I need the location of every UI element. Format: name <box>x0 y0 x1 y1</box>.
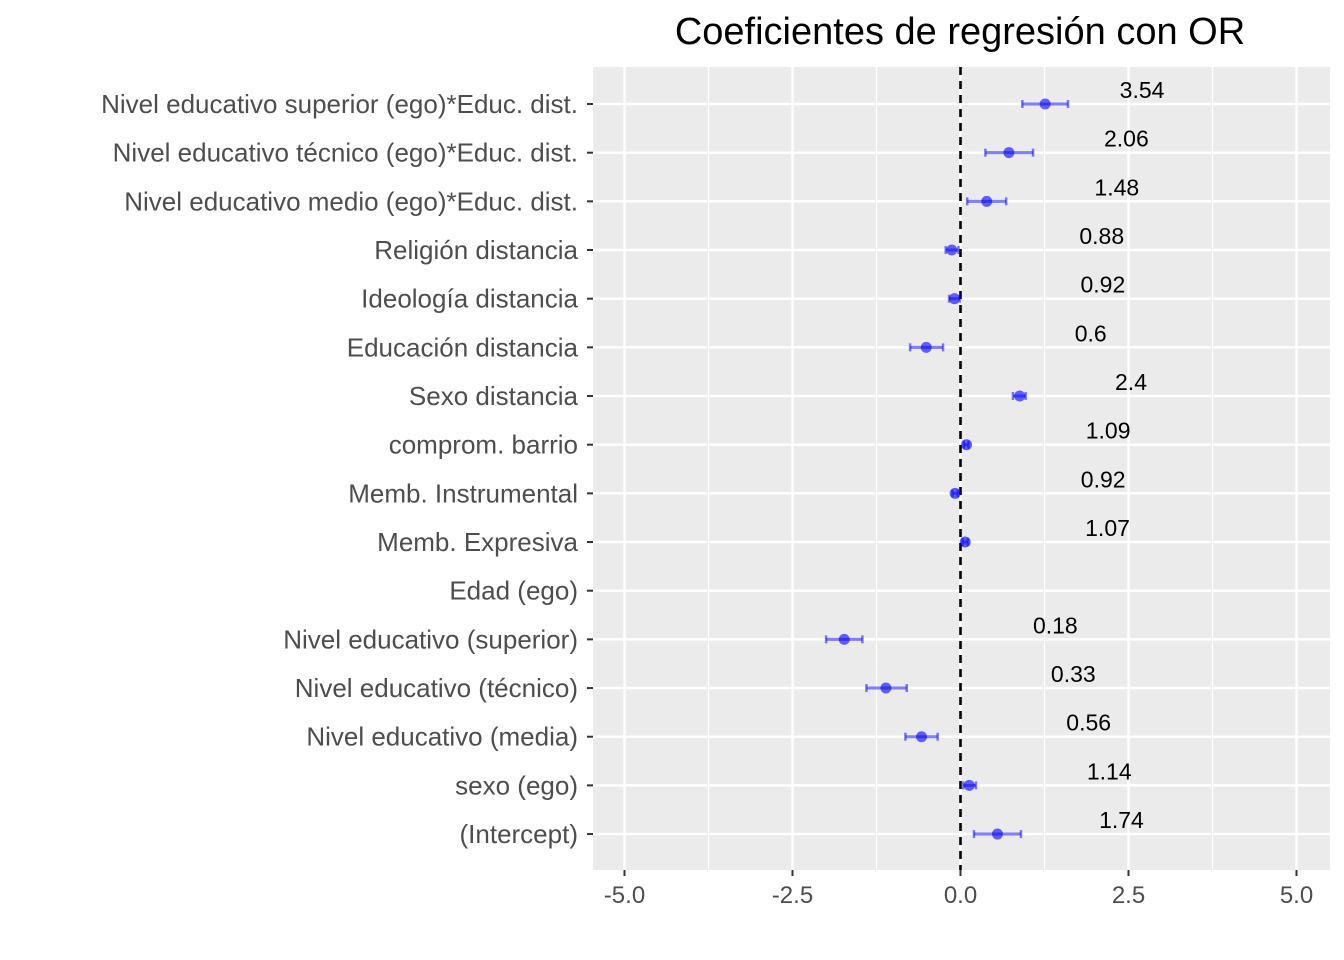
y-tick-label: Religión distancia <box>374 235 578 265</box>
coefficient-point <box>991 828 1003 840</box>
or-label: 0.88 <box>1079 223 1124 249</box>
coefficient-point <box>961 439 973 451</box>
x-tick-label: -2.5 <box>772 882 813 909</box>
or-label: 0.18 <box>1033 612 1078 638</box>
y-tick-label: Edad (ego) <box>449 576 578 606</box>
coefficient-point <box>1003 147 1015 159</box>
coefficient-point <box>920 341 932 353</box>
coefficient-point <box>1039 98 1051 110</box>
coefficient-point <box>1014 390 1026 402</box>
coefficient-point <box>880 682 892 694</box>
or-label: 0.6 <box>1075 320 1107 346</box>
or-label: 3.54 <box>1120 77 1165 103</box>
coefficient-point <box>916 731 928 743</box>
y-tick-label: comprom. barrio <box>389 430 578 460</box>
coefficient-point <box>838 633 850 645</box>
y-tick-label: Nivel educativo superior (ego)*Educ. dis… <box>101 89 578 119</box>
x-tick-label: 5.0 <box>1280 882 1313 909</box>
or-label: 2.4 <box>1115 369 1147 395</box>
coefficient-point <box>948 293 960 305</box>
x-tick-label: 2.5 <box>1112 882 1145 909</box>
or-label: 2.06 <box>1104 126 1149 152</box>
y-tick-label: Memb. Instrumental <box>348 478 578 508</box>
coefficient-point <box>949 487 961 499</box>
y-tick-label: (Intercept) <box>460 819 579 849</box>
or-label: 1.48 <box>1094 174 1139 200</box>
or-label: 0.92 <box>1081 272 1126 298</box>
or-labels: 3.54 2.06 1.48 0.88 0.92 0.6 2.4 1.09 0.92 1.07 0.… <box>1033 77 1165 833</box>
x-axis: -5.0 -2.5 0.0 2.5 5.0 <box>604 870 1313 909</box>
y-tick-label: Nivel educativo (superior) <box>283 624 578 654</box>
y-tick-label: Nivel educativo (técnico) <box>295 673 578 703</box>
or-label: 1.07 <box>1085 515 1130 541</box>
y-tick-label: Sexo distancia <box>409 381 579 411</box>
coefficient-points <box>838 98 1051 840</box>
or-label: 0.56 <box>1066 710 1111 736</box>
or-label: 1.09 <box>1086 418 1131 444</box>
coefficient-point <box>959 536 971 548</box>
y-tick-label: Memb. Expresiva <box>377 527 578 557</box>
y-tick-label: sexo (ego) <box>455 770 578 800</box>
coefficient-point <box>946 244 958 256</box>
y-axis: Nivel educativo superior (ego)*Educ. dis… <box>101 89 593 849</box>
x-tick-label: 0.0 <box>944 882 977 909</box>
y-tick-label: Educación distancia <box>347 332 579 362</box>
chart-title: Coeficientes de regresión con OR <box>675 11 1245 53</box>
y-tick-label: Nivel educativo medio (ego)*Educ. dist. <box>124 186 578 216</box>
y-tick-label: Nivel educativo (media) <box>306 722 578 752</box>
y-tick-label: Ideología distancia <box>361 284 578 314</box>
coefficient-point <box>981 195 993 207</box>
x-tick-label: -5.0 <box>604 882 645 909</box>
y-tick-label: Nivel educativo técnico (ego)*Educ. dist… <box>113 138 578 168</box>
coefficient-point <box>963 779 975 791</box>
or-label: 1.14 <box>1087 758 1132 784</box>
or-label: 1.74 <box>1099 807 1144 833</box>
or-label: 0.33 <box>1051 661 1096 687</box>
or-label: 0.92 <box>1081 466 1126 492</box>
